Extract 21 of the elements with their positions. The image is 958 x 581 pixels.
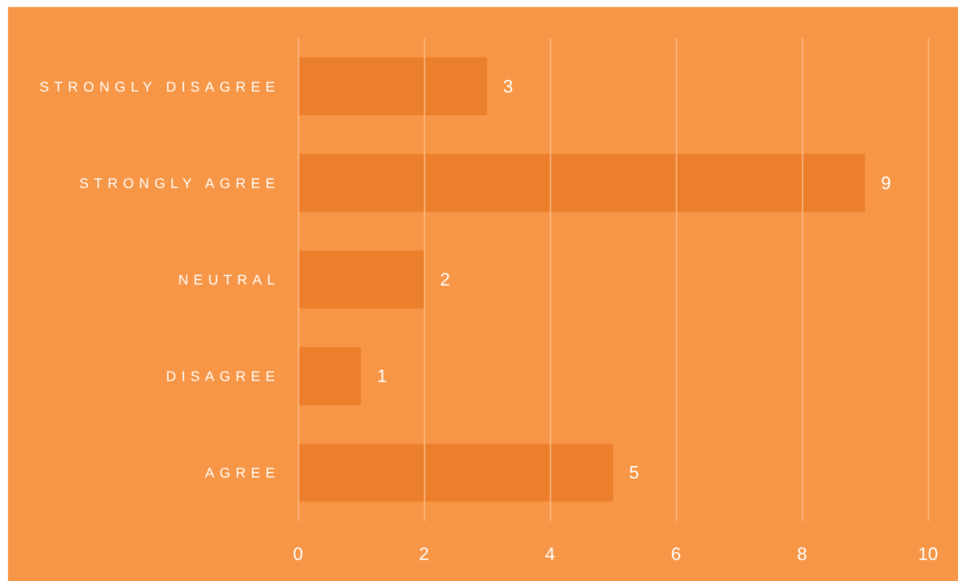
x-tick-label: 4 <box>544 544 556 564</box>
bar <box>298 154 865 212</box>
x-tick-label: 10 <box>918 544 938 564</box>
x-tick-label: 6 <box>670 544 682 564</box>
bar <box>298 57 487 116</box>
data-label: 9 <box>881 172 892 193</box>
y-tick-label: DISAGREE <box>166 368 280 384</box>
y-tick-label: STRONGLY DISAGREE <box>40 78 280 94</box>
bar <box>298 444 613 502</box>
y-tick-label: STRONGLY AGREE <box>79 174 280 191</box>
bar <box>298 347 361 406</box>
y-tick-label: NEUTRAL <box>178 272 280 288</box>
x-tick-label: 0 <box>292 544 304 564</box>
data-label: 3 <box>503 76 514 96</box>
y-tick-label: AGREE <box>204 464 280 481</box>
x-tick-label: 2 <box>418 544 430 564</box>
data-label: 2 <box>440 270 450 290</box>
bar <box>298 250 424 308</box>
x-tick-label: 8 <box>796 544 808 564</box>
data-label: 5 <box>629 462 640 483</box>
data-label: 1 <box>377 366 388 386</box>
